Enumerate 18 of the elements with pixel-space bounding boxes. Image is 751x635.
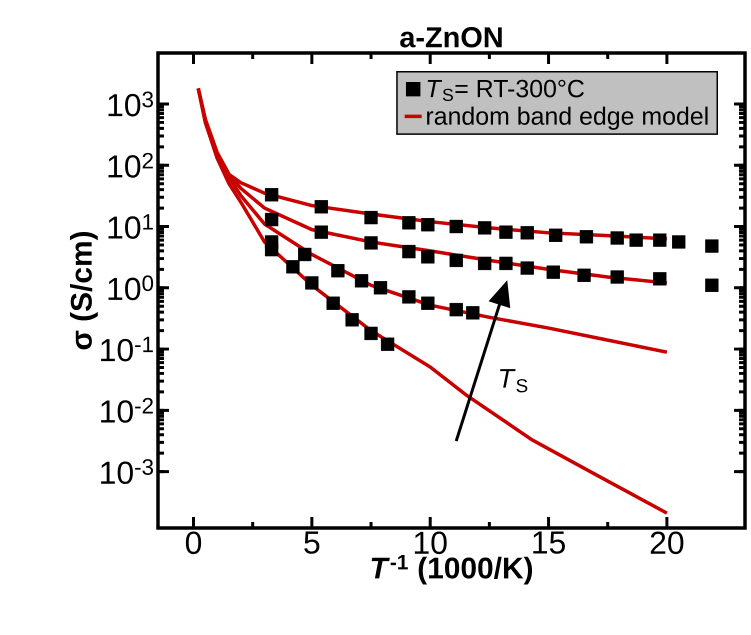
y-axis-title: σ (S/cm)	[70, 232, 98, 350]
legend-label: T$_{S}$= RT-300°C	[428, 80, 584, 102]
x-tick-label: 20	[650, 532, 684, 554]
x-axis-title: T$^{-1}$ (1000/K)	[372, 554, 532, 585]
annotation: T$_{S}$	[500, 369, 528, 392]
x-tick-label: 15	[533, 532, 565, 554]
y-tick-label: 10$^{0}$	[108, 275, 154, 300]
y-tick-label: 10$^{-3}$	[101, 459, 153, 484]
chart-title: a-ZnON	[400, 27, 502, 48]
y-tick-label: 10$^{1}$	[108, 214, 153, 239]
legend-label: random band edge model	[427, 106, 708, 130]
x-tick-label: 0	[186, 532, 202, 554]
x-tick-label: 5	[304, 532, 320, 554]
x-tick-label: 10	[414, 532, 447, 554]
y-tick-label: 10$^{-2}$	[101, 398, 153, 423]
y-tick-label: 10$^{2}$	[108, 152, 153, 178]
y-tick-label: 10$^{3}$	[108, 92, 153, 116]
y-tick-label: 10$^{-1}$	[101, 336, 153, 362]
